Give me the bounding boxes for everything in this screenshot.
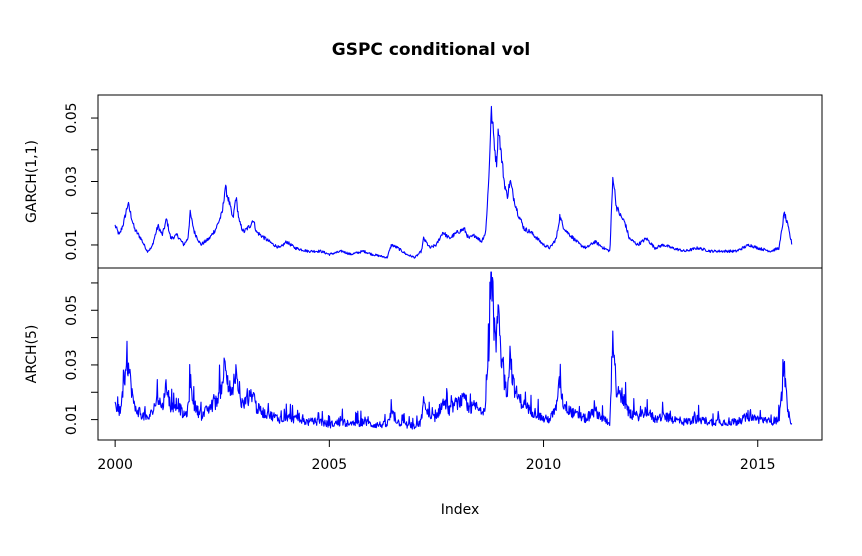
panel-arch: 0.01 0.03 0.05 ARCH(5)	[24, 267, 823, 441]
series-line-garch	[114, 105, 793, 259]
chart-title: GSPC conditional vol	[332, 40, 530, 60]
x-tick-label: 2010	[526, 457, 562, 473]
y-tick-label: 0.05	[64, 295, 80, 326]
x-axis-label: Index	[441, 502, 480, 518]
panel-garch-y-axis: 0.01 0.03 0.05	[64, 102, 98, 261]
y-tick-label: 0.05	[64, 102, 80, 133]
x-tick-label: 2000	[97, 457, 133, 473]
panel-garch-ylabel: GARCH(1,1)	[24, 140, 40, 223]
y-tick-label: 0.03	[64, 166, 80, 197]
panel-arch-ylabel: ARCH(5)	[24, 325, 40, 384]
x-axis: 2000 2005 2010 2015	[97, 439, 776, 473]
x-tick-label: 2005	[312, 457, 348, 473]
y-tick-label: 0.03	[64, 349, 80, 380]
panel-arch-y-axis: 0.01 0.03 0.05	[64, 282, 98, 435]
series-line-arch	[114, 271, 793, 430]
panel-garch-frame	[97, 94, 823, 269]
x-tick-label: 2015	[740, 457, 776, 473]
panel-garch: 0.01 0.03 0.05 GARCH(1,1)	[24, 94, 823, 269]
y-tick-label: 0.01	[64, 229, 80, 260]
y-tick-label: 0.01	[64, 404, 80, 435]
